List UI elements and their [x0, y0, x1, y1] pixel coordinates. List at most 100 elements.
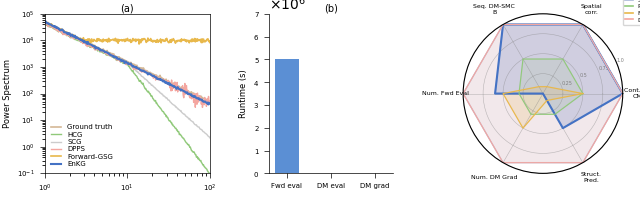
DPG [619, 92, 627, 95]
Y-axis label: Runtime (s): Runtime (s) [239, 69, 248, 118]
DPG [579, 23, 587, 26]
Polygon shape [463, 24, 623, 163]
Line: Ground truth: Ground truth [45, 21, 210, 101]
HCG [42, 23, 50, 26]
PIG [551, 113, 559, 115]
Ground truth [180, 87, 188, 89]
Line: EnKG: EnKG [45, 22, 210, 104]
EnKG [499, 23, 507, 26]
SCG [190, 123, 198, 125]
Title: (b): (b) [324, 3, 338, 13]
Forward/Control-GSG [519, 127, 527, 129]
DPG [499, 162, 507, 164]
SCG [42, 22, 49, 25]
Legend: Ground truth, HCG, SCG, DPPS, Forward-GSG, EnKG: Ground truth, HCG, SCG, DPPS, Forward-GS… [48, 121, 116, 170]
DPPS [139, 69, 147, 71]
Polygon shape [495, 24, 623, 128]
Ground truth [142, 69, 150, 72]
Forward-GSG [139, 38, 147, 41]
EnKG [579, 23, 587, 26]
PIG [579, 92, 587, 95]
Line: DPPS: DPPS [45, 23, 210, 107]
DPPS [42, 23, 49, 26]
Ground truth [190, 94, 198, 96]
Ground truth [138, 67, 146, 69]
EnKG [206, 102, 214, 104]
SGDL [619, 92, 627, 95]
Forward/Control-GSG [543, 99, 551, 102]
DPG [619, 92, 627, 95]
Polygon shape [463, 24, 623, 163]
Forward-GSG [41, 21, 49, 23]
Line: Forward/Control-GSG: Forward/Control-GSG [503, 87, 583, 128]
Forward-GSG [206, 41, 214, 44]
HCG [142, 88, 150, 91]
EnKG [139, 69, 147, 72]
SCG [206, 137, 214, 139]
Title: (a): (a) [120, 3, 134, 13]
HCG [41, 24, 49, 26]
Line: SGDL: SGDL [463, 24, 623, 163]
PIG [579, 92, 587, 95]
DPG [460, 92, 467, 95]
EnKG [180, 90, 188, 92]
EnKG [191, 95, 198, 97]
HCG [180, 138, 188, 141]
DPPS [142, 71, 150, 74]
Forward-GSG [191, 37, 198, 40]
DPPS [180, 92, 188, 94]
Bar [275, 59, 299, 173]
HCG [139, 82, 147, 84]
EnKG [619, 92, 627, 95]
EnKG [619, 92, 627, 95]
SCG [180, 113, 188, 115]
Ground truth [206, 100, 214, 102]
HCG [191, 152, 198, 155]
DPPS [198, 106, 206, 109]
Polygon shape [503, 87, 583, 128]
EnKG [42, 20, 49, 23]
DPPS [140, 70, 147, 72]
Forward/Control-GSG [535, 85, 543, 88]
EnKG [42, 20, 50, 23]
Ground truth [42, 21, 49, 23]
Polygon shape [519, 59, 583, 114]
Forward/Control-GSG [499, 92, 507, 95]
Line: DPG: DPG [463, 24, 623, 163]
Line: Forward-GSG: Forward-GSG [45, 22, 210, 44]
Line: HCG: HCG [45, 24, 210, 173]
EnKG [205, 103, 212, 106]
Ground truth [41, 20, 49, 23]
EnKG [539, 92, 547, 95]
SCG [142, 78, 150, 81]
Ground truth [139, 68, 147, 71]
Forward/Control-GSG [579, 92, 587, 95]
SCG [138, 75, 146, 78]
PIG [515, 92, 523, 95]
SGDL [499, 23, 507, 26]
SGDL [619, 92, 627, 95]
PIG [527, 113, 535, 115]
DPG [579, 162, 587, 164]
EnKG [559, 127, 567, 129]
EnKG [492, 92, 499, 95]
Line: SCG: SCG [45, 23, 210, 138]
HCG [140, 84, 147, 86]
Forward-GSG [180, 38, 188, 41]
HCG [42, 24, 49, 26]
DPPS [206, 100, 214, 103]
SGDL [579, 162, 587, 164]
HCG [206, 172, 214, 174]
SGDL [460, 92, 467, 95]
Forward-GSG [142, 41, 150, 44]
Forward-GSG [42, 21, 49, 23]
DPPS [43, 22, 51, 25]
EnKG [41, 21, 49, 23]
SGDL [499, 162, 507, 164]
EnKG [140, 70, 147, 72]
Line: EnKG: EnKG [495, 24, 623, 128]
Forward-GSG [135, 43, 143, 45]
SCG [41, 21, 49, 24]
SGDL [579, 23, 587, 26]
PIG [519, 58, 527, 60]
